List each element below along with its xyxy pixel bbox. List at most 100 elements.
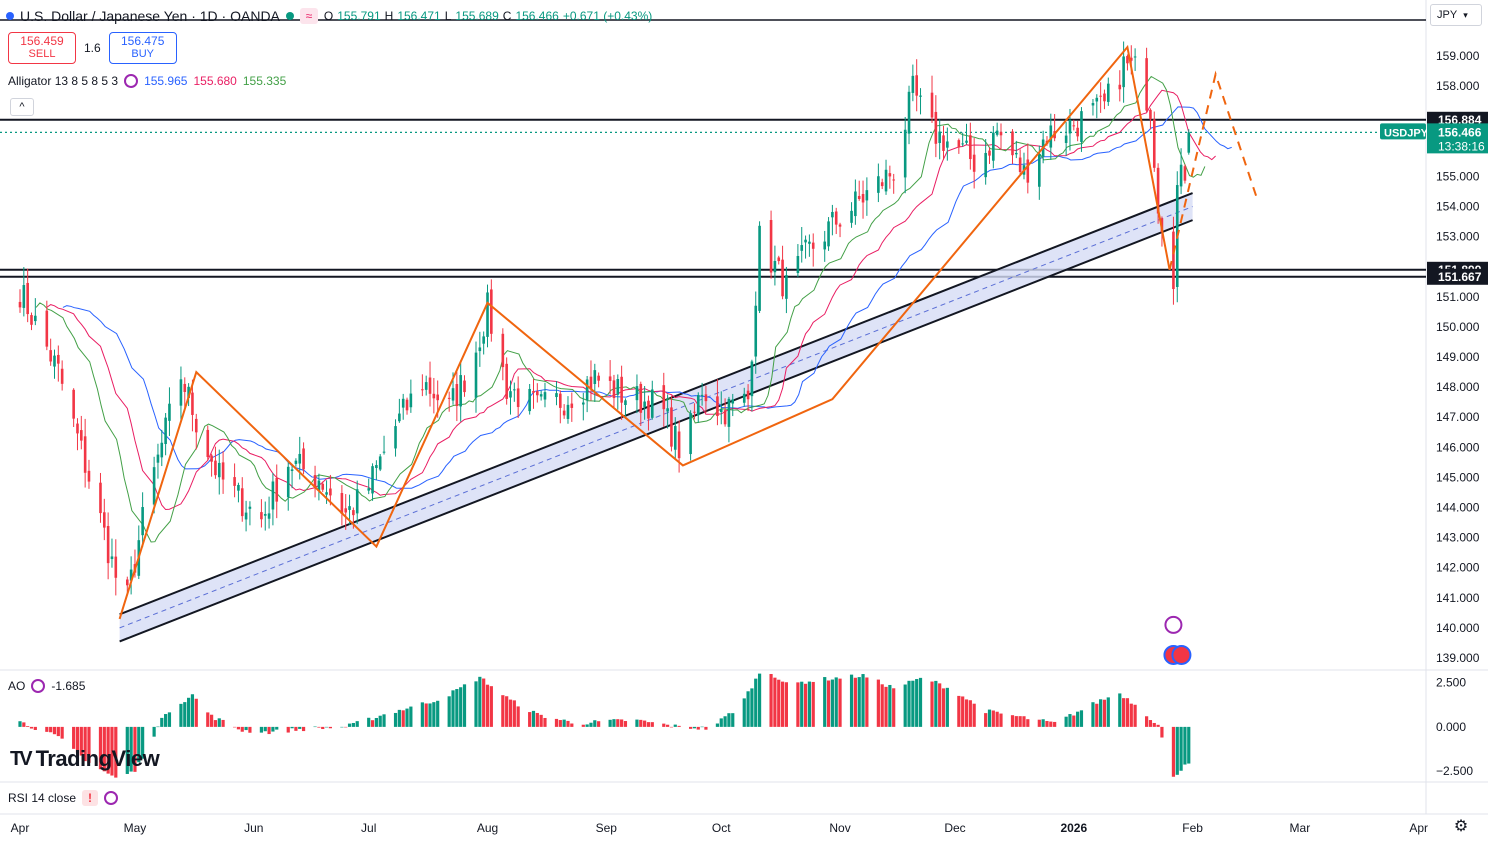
ao-bar[interactable] [114,726,118,778]
ao-bar[interactable] [1145,716,1149,727]
ao-bar[interactable] [321,726,325,730]
ao-bar[interactable] [934,680,938,727]
candle-body[interactable] [746,390,750,400]
ao-bar[interactable] [75,726,80,753]
candle-body[interactable] [451,388,455,401]
candle-body[interactable] [808,241,811,244]
ao-bar[interactable] [1133,704,1137,727]
buy-button[interactable]: 156.475 BUY [108,32,177,64]
ao-bar[interactable] [22,722,26,727]
ao-bar[interactable] [351,722,355,727]
ao-bar[interactable] [731,713,735,727]
candle-body[interactable] [915,75,918,96]
candle-body[interactable] [704,394,708,402]
candle-body[interactable] [329,488,332,496]
ao-bar[interactable] [1049,721,1053,727]
candle-body[interactable] [1072,125,1076,127]
candle-body[interactable] [961,143,964,145]
candle-body[interactable] [1099,95,1102,97]
candle-body[interactable] [1118,84,1122,90]
candle-body[interactable] [585,379,589,401]
candle-body[interactable] [447,397,451,399]
ao-bar[interactable] [700,726,704,728]
candle-body[interactable] [455,384,459,407]
candle-body[interactable] [463,380,466,393]
ao-bar[interactable] [236,726,241,730]
projection-line[interactable] [1168,70,1259,271]
ao-bar[interactable] [436,700,440,727]
ao-bar[interactable] [489,686,493,727]
ao-bar[interactable] [892,688,896,727]
warning-icon[interactable]: ! [82,790,99,806]
ao-bar[interactable] [1129,703,1133,727]
ao-bar[interactable] [516,706,520,727]
ao-bar[interactable] [1183,726,1187,765]
ao-bar[interactable] [298,726,302,729]
candle-body[interactable] [1152,119,1156,168]
candle-body[interactable] [1179,164,1183,187]
candle-body[interactable] [233,477,236,486]
ao-bar[interactable] [907,680,911,727]
ao-bar[interactable] [528,712,532,727]
ao-bar[interactable] [485,684,490,727]
candle-body[interactable] [53,355,56,367]
ao-bar[interactable] [750,688,754,727]
ao-bar[interactable] [1118,693,1122,727]
ao-bar[interactable] [968,700,972,727]
candle-body[interactable] [903,129,907,178]
candle-body[interactable] [635,386,639,401]
candle-body[interactable] [857,195,861,199]
ao-bar[interactable] [1156,724,1160,727]
candle-body[interactable] [1187,132,1191,153]
candle-body[interactable] [719,409,723,413]
candle-body[interactable] [831,211,834,218]
ao-bar[interactable] [187,697,191,727]
candle-body[interactable] [405,399,409,411]
ao-bar[interactable] [286,726,290,733]
candle-body[interactable] [1038,154,1041,187]
ao-bar[interactable] [566,720,570,727]
candle-body[interactable] [1103,93,1106,102]
candle-body[interactable] [210,455,213,462]
ao-bar[interactable] [1095,703,1099,727]
ao-bar[interactable] [1125,698,1130,727]
candle-body[interactable] [302,448,305,470]
candle-body[interactable] [271,481,275,510]
candle-body[interactable] [72,389,75,419]
ao-bar[interactable] [727,713,731,727]
ao-bar[interactable] [689,726,693,729]
candle-body[interactable] [1145,58,1148,111]
ao-bar[interactable] [29,726,34,729]
ao-bar[interactable] [401,710,405,727]
candle-body[interactable] [275,478,279,502]
candle-body[interactable] [263,513,267,516]
candle-body[interactable] [375,465,378,469]
candle-body[interactable] [183,383,187,392]
ao-bar[interactable] [1037,719,1041,727]
ao-bar[interactable] [424,703,428,727]
candle-body[interactable] [45,310,49,347]
ao-bar[interactable] [620,719,624,727]
candle-body[interactable] [884,169,888,192]
ao-bar[interactable] [179,703,183,727]
candle-body[interactable] [988,150,991,156]
ao-bar[interactable] [133,726,137,772]
candle-body[interactable] [865,190,869,201]
candle-body[interactable] [930,92,934,118]
ao-bar[interactable] [1068,714,1072,727]
candle-body[interactable] [566,404,570,419]
ao-bar[interactable] [87,726,91,763]
ao-bar[interactable] [152,726,156,737]
ao-bar[interactable] [259,726,264,733]
candle-body[interactable] [946,141,949,148]
rsi-legend[interactable]: RSI 14 close ! [8,790,119,806]
ao-bar[interactable] [33,726,37,730]
ao-bar[interactable] [662,723,666,727]
ao-bar[interactable] [888,684,892,727]
ao-bar[interactable] [474,681,478,727]
ao-bar[interactable] [428,703,432,727]
ao-bar[interactable] [1171,726,1176,777]
ao-bar[interactable] [317,726,321,728]
candle-body[interactable] [110,556,114,559]
